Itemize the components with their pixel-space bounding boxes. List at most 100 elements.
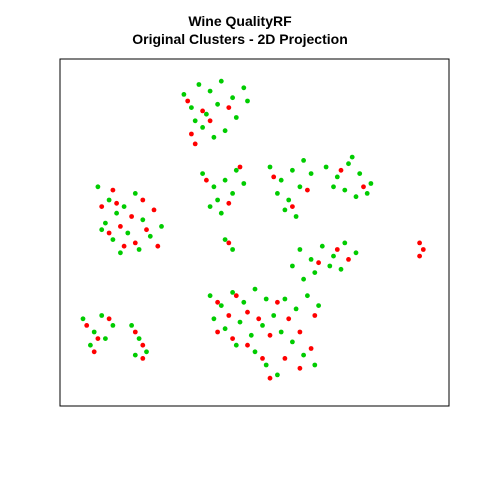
scatter-point-green-53 xyxy=(148,234,153,239)
scatter-point-green-89 xyxy=(238,320,243,325)
scatter-point-red-30 xyxy=(417,241,422,246)
scatter-point-green-102 xyxy=(275,373,280,378)
scatter-point-green-18 xyxy=(230,191,235,196)
scatter-point-red-11 xyxy=(305,188,310,193)
scatter-point-green-63 xyxy=(331,254,336,259)
scatter-point-green-30 xyxy=(298,184,303,189)
scatter-point-green-12 xyxy=(245,99,250,104)
scatter-point-green-69 xyxy=(290,264,295,269)
scatter-point-red-2 xyxy=(189,132,194,137)
scatter-point-green-33 xyxy=(294,214,299,219)
scatter-point-green-26 xyxy=(290,168,295,173)
scatter-point-red-56 xyxy=(312,313,317,318)
scatter-point-red-8 xyxy=(238,165,243,170)
scatter-point-green-98 xyxy=(290,340,295,345)
scatter-point-red-34 xyxy=(96,336,101,341)
scatter-point-green-2 xyxy=(208,89,213,94)
scatter-point-green-58 xyxy=(223,237,228,242)
scatter-point-green-52 xyxy=(140,217,145,222)
scatter-point-green-29 xyxy=(286,198,291,203)
scatter-point-green-50 xyxy=(111,237,116,242)
scatter-point-green-37 xyxy=(357,171,362,176)
scatter-point-green-9 xyxy=(234,115,239,120)
scatter-point-green-20 xyxy=(215,198,220,203)
scatter-point-red-10 xyxy=(290,204,295,209)
scatter-point-green-73 xyxy=(99,313,104,318)
scatter-point-red-15 xyxy=(111,188,116,193)
scatter-point-red-16 xyxy=(118,224,123,229)
scatter-point-green-51 xyxy=(125,231,130,236)
scatter-point-green-22 xyxy=(208,204,213,209)
scatter-point-red-52 xyxy=(298,366,303,371)
scatter-point-red-6 xyxy=(204,178,209,183)
scatter-point-green-83 xyxy=(230,290,235,295)
scatter-point-green-35 xyxy=(335,175,340,180)
scatter-point-red-0 xyxy=(185,99,190,104)
scatter-point-red-53 xyxy=(268,376,273,381)
scatter-point-green-74 xyxy=(88,343,93,348)
scatter-point-green-13 xyxy=(212,135,217,140)
scatter-point-red-48 xyxy=(286,316,291,321)
scatter-point-red-40 xyxy=(215,300,220,305)
scatter-point-red-57 xyxy=(275,300,280,305)
scatter-point-green-48 xyxy=(122,204,127,209)
scatter-point-red-5 xyxy=(193,142,198,147)
scatter-point-red-23 xyxy=(155,244,160,249)
scatter-point-green-14 xyxy=(193,118,198,123)
scatter-point-red-26 xyxy=(226,241,231,246)
scatter-point-green-57 xyxy=(118,250,123,255)
scatter-point-red-50 xyxy=(309,346,314,351)
scatter-point-green-78 xyxy=(137,336,142,341)
scatter-point-red-19 xyxy=(152,208,157,213)
scatter-point-green-3 xyxy=(219,79,224,84)
scatter-point-green-15 xyxy=(200,171,205,176)
scatter-point-red-20 xyxy=(133,241,138,246)
scatter-point-red-9 xyxy=(271,175,276,180)
scatter-point-green-86 xyxy=(264,297,269,302)
scatter-point-green-56 xyxy=(159,224,164,229)
scatter-point-green-38 xyxy=(369,181,374,186)
scatter-point-red-51 xyxy=(283,356,288,361)
scatter-point-red-27 xyxy=(316,260,321,265)
scatter-point-red-41 xyxy=(226,313,231,318)
scatter-point-red-17 xyxy=(129,214,134,219)
scatter-point-green-4 xyxy=(230,95,235,100)
scatter-point-green-27 xyxy=(301,158,306,163)
scatter-point-green-64 xyxy=(342,241,347,246)
scatter-point-green-90 xyxy=(249,333,254,338)
scatter-point-red-44 xyxy=(215,330,220,335)
scatter-point-green-70 xyxy=(301,277,306,282)
scatter-point-green-36 xyxy=(346,161,351,166)
scatter-point-red-29 xyxy=(346,257,351,262)
scatter-point-green-99 xyxy=(301,353,306,358)
scatter-point-red-7 xyxy=(226,201,231,206)
scatter-point-green-54 xyxy=(99,227,104,232)
scatter-point-green-75 xyxy=(103,336,108,341)
scatter-point-green-24 xyxy=(268,165,273,170)
scatter-point-red-39 xyxy=(140,356,145,361)
scatter-point-red-36 xyxy=(92,349,97,354)
scatter-point-green-65 xyxy=(354,250,359,255)
scatter-point-green-5 xyxy=(241,85,246,90)
scatter-point-red-35 xyxy=(107,316,112,321)
scatter-point-green-34 xyxy=(324,165,329,170)
scatter-point-red-31 xyxy=(421,247,426,252)
scatter-point-red-18 xyxy=(144,227,149,232)
scatter-point-green-79 xyxy=(144,349,149,354)
scatter-point-green-25 xyxy=(279,178,284,183)
scatter-point-green-39 xyxy=(342,188,347,193)
scatter-point-green-59 xyxy=(230,247,235,252)
scatter-point-green-46 xyxy=(114,211,119,216)
scatter-point-green-81 xyxy=(208,293,213,298)
scatter-point-green-55 xyxy=(137,247,142,252)
scatter-point-green-82 xyxy=(219,303,224,308)
scatter-point-green-80 xyxy=(133,353,138,358)
scatter-point-green-77 xyxy=(129,323,134,328)
scatter-point-green-10 xyxy=(200,125,205,130)
scatter-point-green-60 xyxy=(298,247,303,252)
scatter-point-green-101 xyxy=(264,363,269,368)
scatter-point-green-66 xyxy=(312,270,317,275)
scatter-point-red-28 xyxy=(335,247,340,252)
scatter-point-green-62 xyxy=(320,244,325,249)
